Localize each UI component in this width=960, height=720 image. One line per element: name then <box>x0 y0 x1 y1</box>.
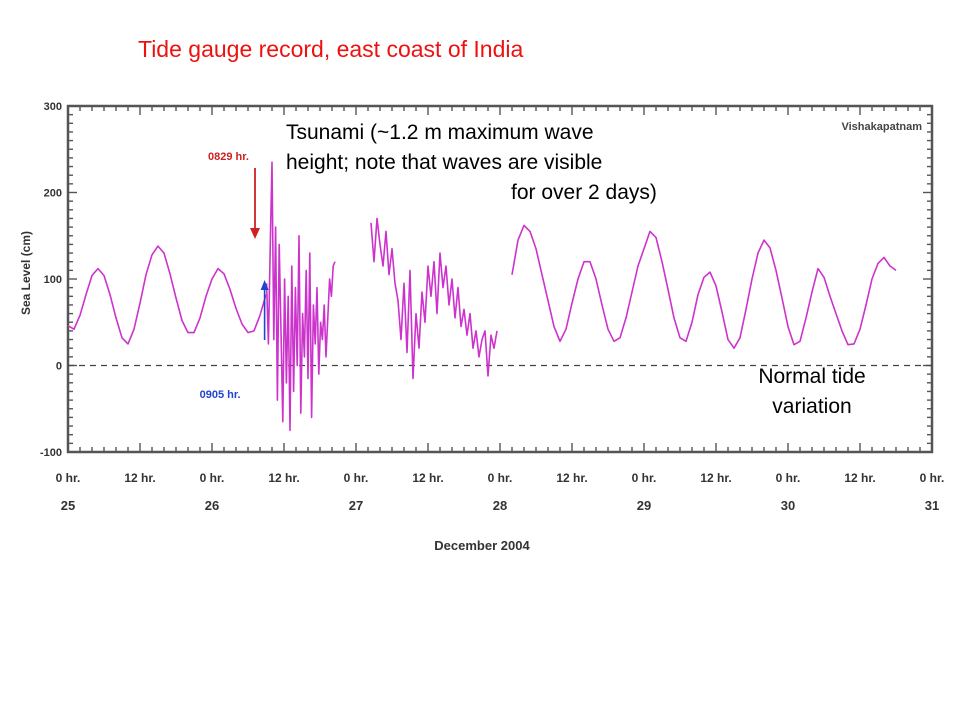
x-day-label: 27 <box>349 498 363 513</box>
tsunami-callout: Tsunami (~1.2 m maximum wave height; not… <box>286 118 657 208</box>
x-tick-label: 12 hr. <box>844 471 875 485</box>
x-tick-label: 12 hr. <box>700 471 731 485</box>
y-tick-label: 300 <box>44 101 62 113</box>
station-label: Vishakapatnam <box>841 121 922 133</box>
series-line-post-tsunami-1 <box>370 217 498 380</box>
first-peak-marker-head <box>260 280 269 290</box>
x-tick-label: 0 hr. <box>776 471 801 485</box>
tsunami-callout-line-1: Tsunami (~1.2 m maximum wave <box>286 121 594 144</box>
x-tick-label: 12 hr. <box>268 471 299 485</box>
x-tick-label: 0 hr. <box>920 471 945 485</box>
x-day-label: 25 <box>61 498 75 513</box>
x-tick-label: 12 hr. <box>124 471 155 485</box>
series-line-tsunami <box>265 161 336 432</box>
series-line-post-tsunami-2 <box>511 224 897 350</box>
x-day-label: 28 <box>493 498 507 513</box>
x-day-label: 26 <box>205 498 219 513</box>
x-axis-title: December 2004 <box>434 538 530 553</box>
x-day-label: 30 <box>781 498 795 513</box>
x-day-label: 29 <box>637 498 651 513</box>
normal-tide-callout-line-1: Normal tide <box>758 365 866 388</box>
x-tick-label: 0 hr. <box>56 471 81 485</box>
normal-tide-callout: Normal tide variation <box>732 362 892 422</box>
y-tick-label: 100 <box>44 274 62 286</box>
arrival-time-label: 0829 hr. <box>208 151 249 163</box>
normal-tide-callout-line-2: variation <box>772 395 852 418</box>
x-tick-label: 0 hr. <box>200 471 225 485</box>
first-peak-time-label: 0905 hr. <box>200 389 241 401</box>
y-tick-label: 0 <box>56 361 62 373</box>
series-line-pre-tsunami <box>67 245 267 345</box>
arrival-arrow-head <box>250 228 260 239</box>
x-tick-label: 0 hr. <box>488 471 513 485</box>
tsunami-callout-line-2: height; note that waves are visible <box>286 151 603 174</box>
x-tick-label: 0 hr. <box>344 471 369 485</box>
y-axis-title: Sea Level (cm) <box>19 231 33 315</box>
x-tick-label: 12 hr. <box>556 471 587 485</box>
x-tick-label: 0 hr. <box>632 471 657 485</box>
x-tick-label: 12 hr. <box>412 471 443 485</box>
y-tick-label: 200 <box>44 188 62 200</box>
slide-title: Tide gauge record, east coast of India <box>138 36 524 62</box>
tsunami-callout-line-3: for over 2 days) <box>511 181 657 204</box>
x-day-label: 31 <box>925 498 939 513</box>
y-tick-label: -100 <box>40 447 62 459</box>
